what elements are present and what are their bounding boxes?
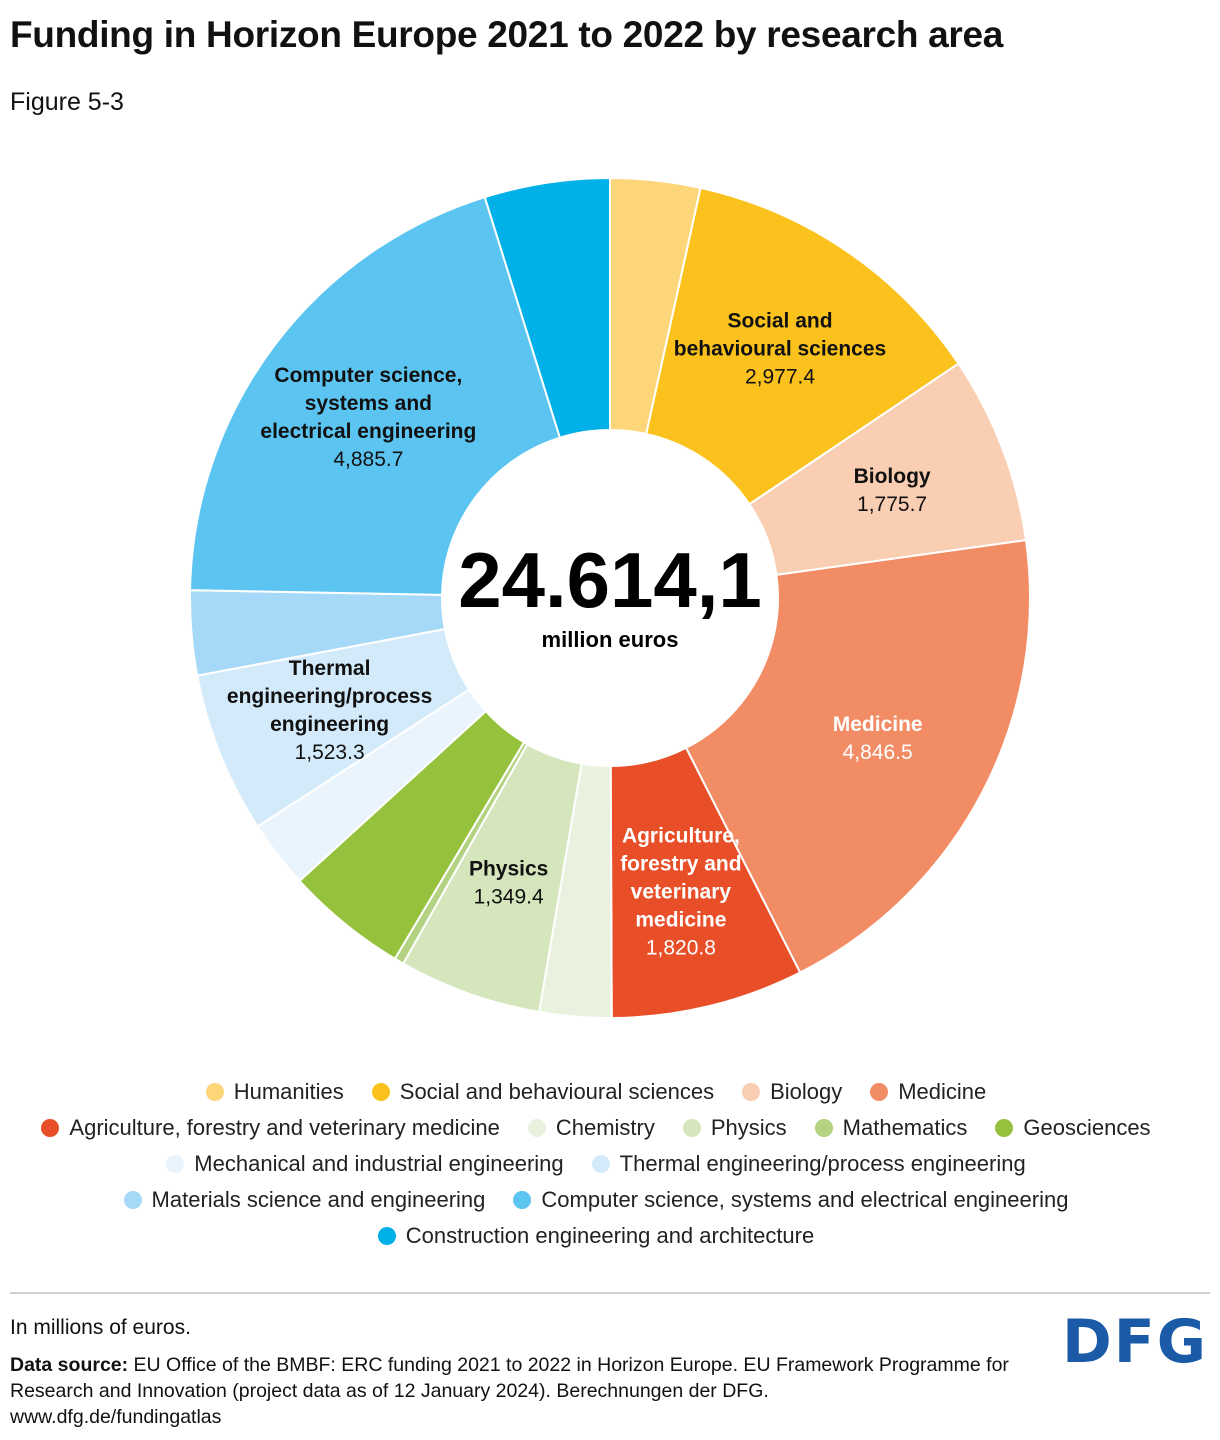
legend-label: Chemistry — [555, 1115, 655, 1140]
legend-label: Agriculture, forestry and veterinary med… — [69, 1115, 500, 1140]
legend-item-humanities: Humanities — [205, 1074, 344, 1110]
slice-label-social-and-behavioural-sciences: Social and behavioural sciences 2,977.4 — [674, 309, 886, 388]
legend-label: Mathematics — [842, 1115, 968, 1140]
legend-item-construction-engineering-and-architecture: Construction engineering and architectur… — [377, 1218, 815, 1254]
slice-label-agriculture-forestry-and-veterinary-medicine: Agriculture, forestry and veterinary medici… — [620, 825, 741, 960]
slice-label-name-line: Physics — [469, 857, 548, 880]
slice-label-thermal-engineering-process-engineering: Thermal engineering/process engineering 1,5… — [227, 657, 432, 764]
legend-item-biology: Biology — [742, 1074, 842, 1110]
unit-note: In millions of euros. — [10, 1316, 191, 1339]
slice-label-biology: Biology 1,775.7 — [854, 465, 931, 516]
legend-swatch — [527, 1119, 546, 1137]
slice-label-name-line: systems and — [305, 392, 432, 415]
slice-label-value: 1,523.3 — [295, 741, 365, 764]
slice-label-name-line: medicine — [635, 909, 726, 932]
source-text: EU Office of the BMBF: ERC funding 2021 … — [10, 1354, 1009, 1402]
legend-item-thermal-engineering-process-engineering: Thermal engineering/process engineering — [591, 1146, 1026, 1182]
slice-label-value: 1,820.8 — [646, 937, 716, 960]
legend-swatch — [870, 1083, 889, 1101]
slice-label-physics: Physics 1,349.4 — [469, 857, 548, 908]
legend-label: Mechanical and industrial engineering — [194, 1151, 564, 1176]
legend-swatch — [205, 1083, 224, 1101]
legend-item-mathematics: Mathematics — [814, 1110, 968, 1146]
center-unit: million euros — [542, 627, 679, 652]
slice-social-and-behavioural-sciences — [645, 186, 960, 506]
chart-title: Funding in Horizon Europe 2021 to 2022 b… — [10, 14, 1004, 55]
legend-swatch — [377, 1227, 396, 1245]
legend-label: Thermal engineering/process engineering — [619, 1151, 1026, 1176]
slice-label-computer-science-systems-and-electrical-engineering: Computer science, systems and electrical e… — [260, 364, 476, 471]
slice-label-medicine: Medicine 4,846.5 — [833, 713, 923, 764]
slice-label-name-line: veterinary — [631, 881, 732, 904]
slice-label-name-line: Agriculture, — [622, 825, 740, 848]
slice-label-name-line: Computer science, — [274, 364, 462, 387]
legend-label: Materials science and engineering — [151, 1187, 486, 1212]
slice-label-value: 4,885.7 — [333, 448, 403, 471]
slice-label-value: 1,775.7 — [857, 493, 927, 516]
legend-item-mechanical-and-industrial-engineering: Mechanical and industrial engineering — [166, 1146, 564, 1182]
divider — [10, 1292, 1210, 1294]
legend-label: Computer science, systems and electrical… — [541, 1187, 1069, 1212]
data-source: Data source: EU Office of the BMBF: ERC … — [10, 1352, 1020, 1430]
slice-label-name-line: Biology — [854, 465, 931, 488]
slice-label-value: 1,349.4 — [474, 885, 544, 908]
legend-item-geosciences: Geosciences — [995, 1110, 1151, 1146]
legend-item-medicine: Medicine — [870, 1074, 986, 1110]
legend-item-computer-science-systems-and-electrical-engineering: Computer science, systems and electrical… — [513, 1182, 1068, 1218]
slice-label-name-line: engineering/process — [227, 685, 432, 708]
slice-label-value: 2,977.4 — [745, 365, 815, 388]
legend-swatch — [742, 1083, 761, 1101]
legend-label: Physics — [710, 1115, 787, 1140]
legend-swatch — [41, 1119, 60, 1137]
slice-medicine — [684, 539, 1031, 974]
legend-swatch — [591, 1155, 610, 1173]
legend-label: Construction engineering and architectur… — [405, 1223, 815, 1248]
slice-label-name-line: electrical engineering — [260, 420, 476, 443]
legend-item-agriculture-forestry-and-veterinary-medicine: Agriculture, forestry and veterinary med… — [41, 1110, 500, 1146]
slice-label-value: 4,846.5 — [843, 741, 913, 764]
source-url[interactable]: www.dfg.de/fundingatlas — [10, 1406, 222, 1428]
slice-label-name-line: behavioural sciences — [674, 337, 886, 360]
slice-computer-science-systems-and-electrical-engineering — [189, 195, 562, 596]
legend-label: Humanities — [233, 1079, 344, 1104]
legend-swatch — [814, 1119, 833, 1137]
figure-number: Figure 5-3 — [10, 88, 124, 116]
legend-swatch — [166, 1155, 185, 1173]
legend-item-chemistry: Chemistry — [527, 1110, 655, 1146]
legend-label: Geosciences — [1023, 1115, 1151, 1140]
legend-swatch — [123, 1191, 142, 1209]
legend-label: Social and behavioural sciences — [399, 1079, 715, 1104]
legend-swatch — [371, 1083, 390, 1101]
legend-swatch — [513, 1191, 532, 1209]
legend-label: Biology — [770, 1079, 843, 1104]
center-total: 24.614,1 — [458, 536, 762, 624]
slice-label-name-line: engineering — [270, 713, 389, 736]
donut-slices — [189, 176, 1031, 1020]
legend-item-physics: Physics — [682, 1110, 787, 1146]
legend-swatch — [995, 1119, 1014, 1137]
legend: Humanities Social and behavioural science… — [10, 1074, 1210, 1254]
legend-label: Medicine — [898, 1079, 987, 1104]
legend-item-social-and-behavioural-sciences: Social and behavioural sciences — [371, 1074, 715, 1110]
slice-label-name-line: Thermal — [289, 657, 371, 680]
source-label: Data source: — [10, 1354, 129, 1376]
slice-label-name-line: Medicine — [833, 713, 923, 736]
slice-label-name-line: Social and — [728, 309, 833, 332]
donut-chart: Social and behavioural sciences 2,977.4 Bio… — [189, 176, 1031, 1020]
legend-item-materials-science-and-engineering: Materials science and engineering — [123, 1182, 486, 1218]
slice-label-name-line: forestry and — [620, 853, 741, 876]
slice-labels: Social and behavioural sciences 2,977.4 Bio… — [227, 309, 931, 959]
slice-construction-engineering-and-architecture — [483, 176, 611, 439]
dfg-logo: DFG — [1061, 1307, 1208, 1377]
legend-swatch — [682, 1119, 701, 1137]
